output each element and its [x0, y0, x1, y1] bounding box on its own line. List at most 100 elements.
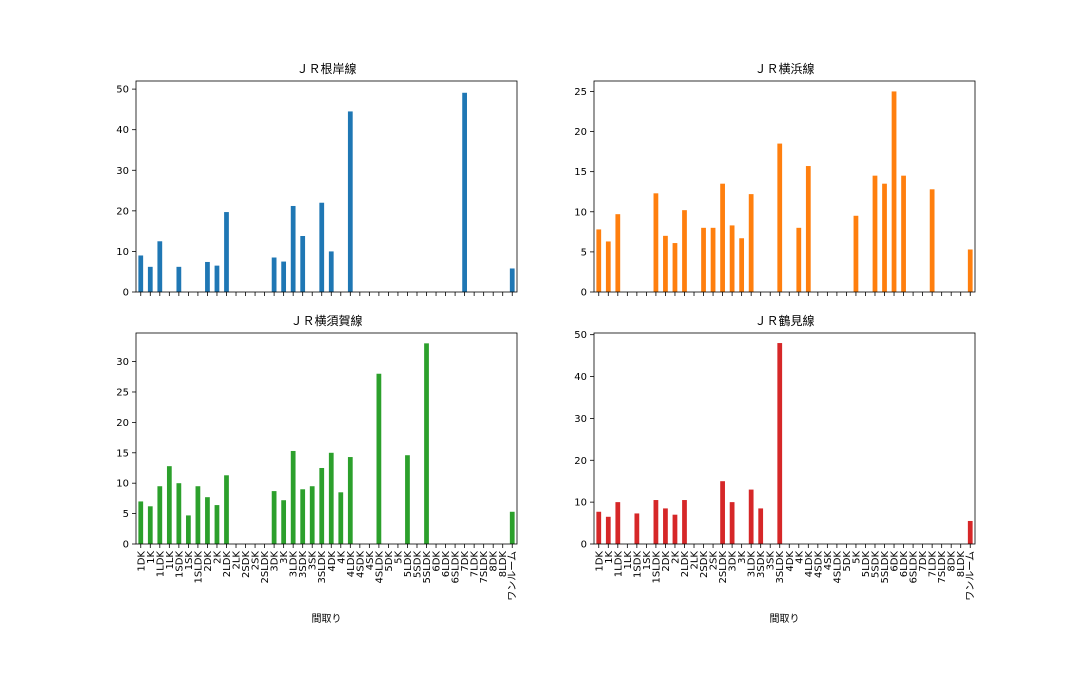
x-tick-label: 2SDK	[241, 551, 252, 578]
y-tick-label: 30	[116, 166, 129, 177]
bar-4LDK	[347, 457, 353, 544]
x-tick-label: 8DK	[947, 551, 958, 572]
x-tick-label: 1SLDK	[193, 551, 204, 584]
x-tick-label: 2LDK	[680, 551, 691, 578]
x-tick-label: 3SK	[308, 551, 319, 571]
x-tick-label: 2SLDK	[718, 551, 729, 584]
bar-3LDK	[290, 205, 296, 292]
y-tick-label: 30	[116, 357, 129, 368]
bar-1LK	[166, 466, 172, 544]
x-tick-label: 7SLDK	[937, 551, 948, 584]
x-tick-label: 4DK	[785, 551, 796, 572]
bar-2K	[672, 514, 678, 544]
y-tick-label: 40	[116, 125, 129, 136]
x-tick-label: 2DK	[203, 551, 214, 572]
x-tick-label: 1K	[604, 551, 615, 564]
x-tick-label: 4K	[336, 551, 347, 564]
x-tick-label: 3LDK	[747, 551, 758, 578]
x-tick-label: 2LK	[232, 551, 243, 570]
bar-4LDK	[347, 111, 353, 293]
bar-3K	[281, 261, 287, 292]
bar-2DK	[205, 261, 210, 292]
x-tick-label: 1LK	[623, 551, 634, 570]
bar-6DK	[891, 91, 897, 293]
x-tick-label: 2SLDK	[260, 551, 271, 584]
x-tick-label: 3SDK	[756, 551, 767, 578]
bar-1SK	[186, 515, 191, 544]
bar-1DK	[138, 255, 144, 292]
x-tick-label: ワンルーム	[965, 551, 977, 601]
bar-6LDK	[901, 175, 906, 292]
bar-1SLDK	[653, 500, 659, 544]
bar-2LDK	[224, 475, 229, 544]
subplot-4: ＪＲ鶴見線 0 10 20 30 40 50 1DK1K1LDK1LK1SDK1SK1SLDK…	[574, 313, 976, 625]
bar-3K	[739, 238, 745, 292]
bar-1K	[147, 506, 153, 544]
axes-frame	[593, 80, 976, 293]
bar-5LDK	[405, 455, 410, 544]
x-tick-label: 4K	[794, 551, 805, 564]
bar-1DK	[596, 229, 602, 292]
bar-4K	[338, 492, 344, 544]
x-tick-label: 7SLDK	[479, 551, 490, 584]
y-tick-label: 10	[574, 207, 587, 218]
x-tick-label: 2K	[670, 551, 681, 564]
bar-1LDK	[615, 502, 621, 544]
x-tick-label: 1SDK	[632, 551, 643, 578]
x-axis-label: 間取り	[312, 613, 342, 625]
bar-1SDK	[634, 513, 640, 544]
bar-1LDK	[157, 241, 163, 292]
bar-2SLDK	[720, 183, 725, 292]
axes-frame	[593, 332, 976, 545]
x-tick-label: 4SDK	[813, 551, 824, 578]
x-tick-label: 2K	[212, 551, 223, 564]
bar-3LDK	[290, 450, 296, 544]
x-tick-label: 3K	[737, 551, 748, 564]
bar-1SDK	[176, 483, 182, 544]
bar-3SK	[309, 486, 315, 544]
bar-3K	[281, 500, 287, 544]
axes-frame	[135, 80, 518, 293]
x-tick-label: 4SK	[365, 551, 376, 571]
y-tick-label: 15	[574, 167, 587, 178]
y-tick-label: 10	[116, 247, 129, 258]
subplot-2: ＪＲ横浜線 0 5 10 15 20 25	[574, 61, 976, 299]
y-tick-label: 5	[581, 247, 587, 258]
bar-3SDK	[300, 236, 306, 292]
x-tick-label: 1K	[146, 551, 157, 564]
bar-7DK	[462, 92, 467, 293]
x-tick-label: 5LDK	[861, 551, 872, 578]
bar-2DK	[663, 508, 668, 544]
bar-ワンルーム	[967, 249, 973, 292]
x-tick-label: 5SDK	[412, 551, 423, 578]
x-tick-label: 1DK	[136, 551, 147, 572]
x-tick-label: 1DK	[594, 551, 605, 572]
bar-5SLDK	[882, 183, 887, 292]
bar-2DK	[663, 235, 668, 292]
bar-5SLDK	[424, 343, 429, 544]
y-tick-label: 0	[581, 288, 587, 299]
bar-1K	[147, 266, 153, 292]
bar-3DK	[271, 257, 277, 292]
x-tick-label: 4SDK	[355, 551, 366, 578]
x-tick-label: 7DK	[460, 551, 471, 572]
x-tick-label: 8DK	[489, 551, 500, 572]
bar-1DK	[596, 511, 602, 544]
bar-2K	[672, 243, 678, 292]
bar-3SLDK	[319, 467, 325, 544]
y-tick-label: 25	[574, 87, 587, 98]
bar-2LDK	[682, 500, 687, 544]
y-tick-label: 10	[574, 498, 587, 509]
bar-2SLDK	[720, 481, 725, 544]
bar-4DK	[328, 452, 334, 544]
x-tick-label: 2SK	[709, 551, 720, 571]
y-tick-label: 10	[116, 479, 129, 490]
bar-2SDK	[701, 227, 706, 292]
bar-1LDK	[615, 214, 621, 292]
y-tick-label: 30	[574, 414, 587, 425]
y-tick-label: 0	[581, 540, 587, 551]
y-tick-label: 50	[116, 85, 129, 96]
x-tick-label: 6DK	[890, 551, 901, 572]
bar-2DK	[205, 497, 210, 544]
